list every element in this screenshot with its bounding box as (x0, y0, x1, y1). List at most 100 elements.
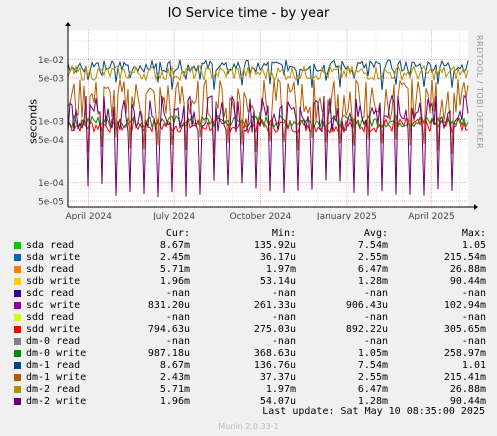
legend-max-value: 26.88m (449, 384, 486, 395)
y-tick-label: 5e-03 (38, 74, 64, 84)
legend-row: sdc write 831.20u 261.33u 906.43u 102.94m (12, 300, 492, 312)
legend-cur-value: -nan (165, 336, 190, 347)
legend-swatch (14, 338, 21, 345)
x-tick-label: October 2024 (230, 212, 292, 220)
legend-avg-value: 7.54m (357, 240, 388, 251)
legend-swatch (14, 326, 21, 333)
legend-row: sdd write 794.63u 275.03u 892.22u 305.65m (12, 324, 492, 336)
legend-row: dm-1 write 2.43m 37.37u 2.55m 215.41m (12, 372, 492, 384)
legend-max-value: 305.65m (443, 324, 486, 335)
legend-swatch (14, 350, 21, 357)
legend-min-value: 1.97m (265, 264, 296, 275)
y-tick-label: 5e-04 (38, 136, 64, 146)
legend-series-name: dm-2 write (26, 396, 87, 407)
legend-cur-value: 2.45m (159, 252, 190, 263)
legend-avg-value: -nan (363, 288, 388, 299)
legend-swatch (14, 254, 21, 261)
legend-cur-value: -nan (165, 288, 190, 299)
legend-avg-value: 6.47m (357, 384, 388, 395)
legend-row: sdb read 5.71m 1.97m 6.47m 26.88m (12, 264, 492, 276)
legend-row: sda write 2.45m 36.17u 2.55m 215.54m (12, 252, 492, 264)
legend-max-value: -nan (461, 288, 486, 299)
legend-cur-value: 987.18u (147, 348, 190, 359)
legend-swatch (14, 302, 21, 309)
legend-series-name: sda read (26, 240, 75, 251)
y-axis-arrow (65, 22, 71, 26)
legend-series-name: sda write (26, 252, 81, 263)
x-tick-label: January 2025 (316, 212, 377, 220)
legend-series-name: sdc read (26, 288, 75, 299)
legend-series-name: dm-0 write (26, 348, 87, 359)
y-tick-label: 1e-02 (38, 56, 64, 66)
legend-max-value: 90.44m (449, 396, 486, 407)
legend-cur-value: 831.20u (147, 300, 190, 311)
legend-series-name: dm-0 read (26, 336, 81, 347)
legend-series-name: dm-2 read (26, 384, 81, 395)
legend-min-value: 54.07u (259, 396, 296, 407)
legend-cur-value: -nan (165, 312, 190, 323)
legend-row: sdc read -nan -nan -nan -nan (12, 288, 492, 300)
legend-max-value: 258.97m (443, 348, 486, 359)
series-line (67, 94, 469, 198)
legend-swatch (14, 242, 21, 249)
legend-min-value: 1.97m (265, 384, 296, 395)
legend-col-min: Min: (271, 228, 296, 239)
legend-avg-value: 1.28m (357, 276, 388, 287)
legend-min-value: 275.03u (253, 324, 296, 335)
legend-min-value: 37.37u (259, 372, 296, 383)
legend-col-max: Max: (461, 228, 486, 239)
legend-swatch (14, 386, 21, 393)
legend-max-value: -nan (461, 312, 486, 323)
x-axis-arrow (474, 204, 478, 210)
legend-avg-value: 2.55m (357, 372, 388, 383)
x-tick-label: July 2024 (152, 212, 195, 220)
legend-cur-value: 2.43m (159, 372, 190, 383)
legend-series-name: sdc write (26, 300, 81, 311)
legend-min-value: -nan (271, 288, 296, 299)
legend-avg-value: 906.43u (345, 300, 388, 311)
last-update: Last update: Sat May 10 08:35:00 2025 (262, 406, 485, 417)
legend-cur-value: 8.67m (159, 240, 190, 251)
legend-cur-value: 794.63u (147, 324, 190, 335)
legend-header: Cur: Min: Avg: Max: (12, 228, 492, 240)
legend-cur-value: 5.71m (159, 384, 190, 395)
legend-min-value: -nan (271, 336, 296, 347)
x-tick-label: April 2025 (408, 212, 454, 220)
legend-row: sdb write 1.96m 53.14u 1.28m 90.44m (12, 276, 492, 288)
legend-avg-value: 1.28m (357, 396, 388, 407)
legend-swatch (14, 278, 21, 285)
legend-row: dm-0 read -nan -nan -nan -nan (12, 336, 492, 348)
legend-series-name: sdd write (26, 324, 81, 335)
legend-min-value: 135.92u (253, 240, 296, 251)
y-tick-label: 1e-03 (38, 117, 64, 127)
legend-max-value: 1.01 (461, 360, 486, 371)
legend-col-avg: Avg: (363, 228, 388, 239)
legend-row: dm-2 read 5.71m 1.97m 6.47m 26.88m (12, 384, 492, 396)
legend-row: dm-0 write 987.18u 368.63u 1.05m 258.97m (12, 348, 492, 360)
legend-row: dm-1 read 8.67m 136.76u 7.54m 1.01 (12, 360, 492, 372)
legend-avg-value: 1.05m (357, 348, 388, 359)
legend-avg-value: 892.22u (345, 324, 388, 335)
legend-min-value: -nan (271, 312, 296, 323)
legend-max-value: 26.88m (449, 264, 486, 275)
legend-series-name: sdd read (26, 312, 75, 323)
legend-cur-value: 8.67m (159, 360, 190, 371)
rrdtool-watermark: RRDTOOL / TOBI OETIKER (475, 35, 484, 150)
legend-avg-value: 7.54m (357, 360, 388, 371)
legend-max-value: 215.41m (443, 372, 486, 383)
legend-cur-value: 1.96m (159, 396, 190, 407)
x-tick-label: April 2024 (65, 212, 112, 220)
legend-swatch (14, 398, 21, 405)
y-tick-label: 1e-04 (38, 179, 64, 189)
y-tick-label: 5e-05 (38, 198, 64, 208)
legend-avg-value: -nan (363, 312, 388, 323)
legend-series-name: dm-1 read (26, 360, 81, 371)
legend-min-value: 136.76u (253, 360, 296, 371)
legend-min-value: 36.17u (259, 252, 296, 263)
legend-max-value: -nan (461, 336, 486, 347)
legend-swatch (14, 374, 21, 381)
legend-max-value: 215.54m (443, 252, 486, 263)
legend-series-name: sdb read (26, 264, 75, 275)
legend-swatch (14, 314, 21, 321)
